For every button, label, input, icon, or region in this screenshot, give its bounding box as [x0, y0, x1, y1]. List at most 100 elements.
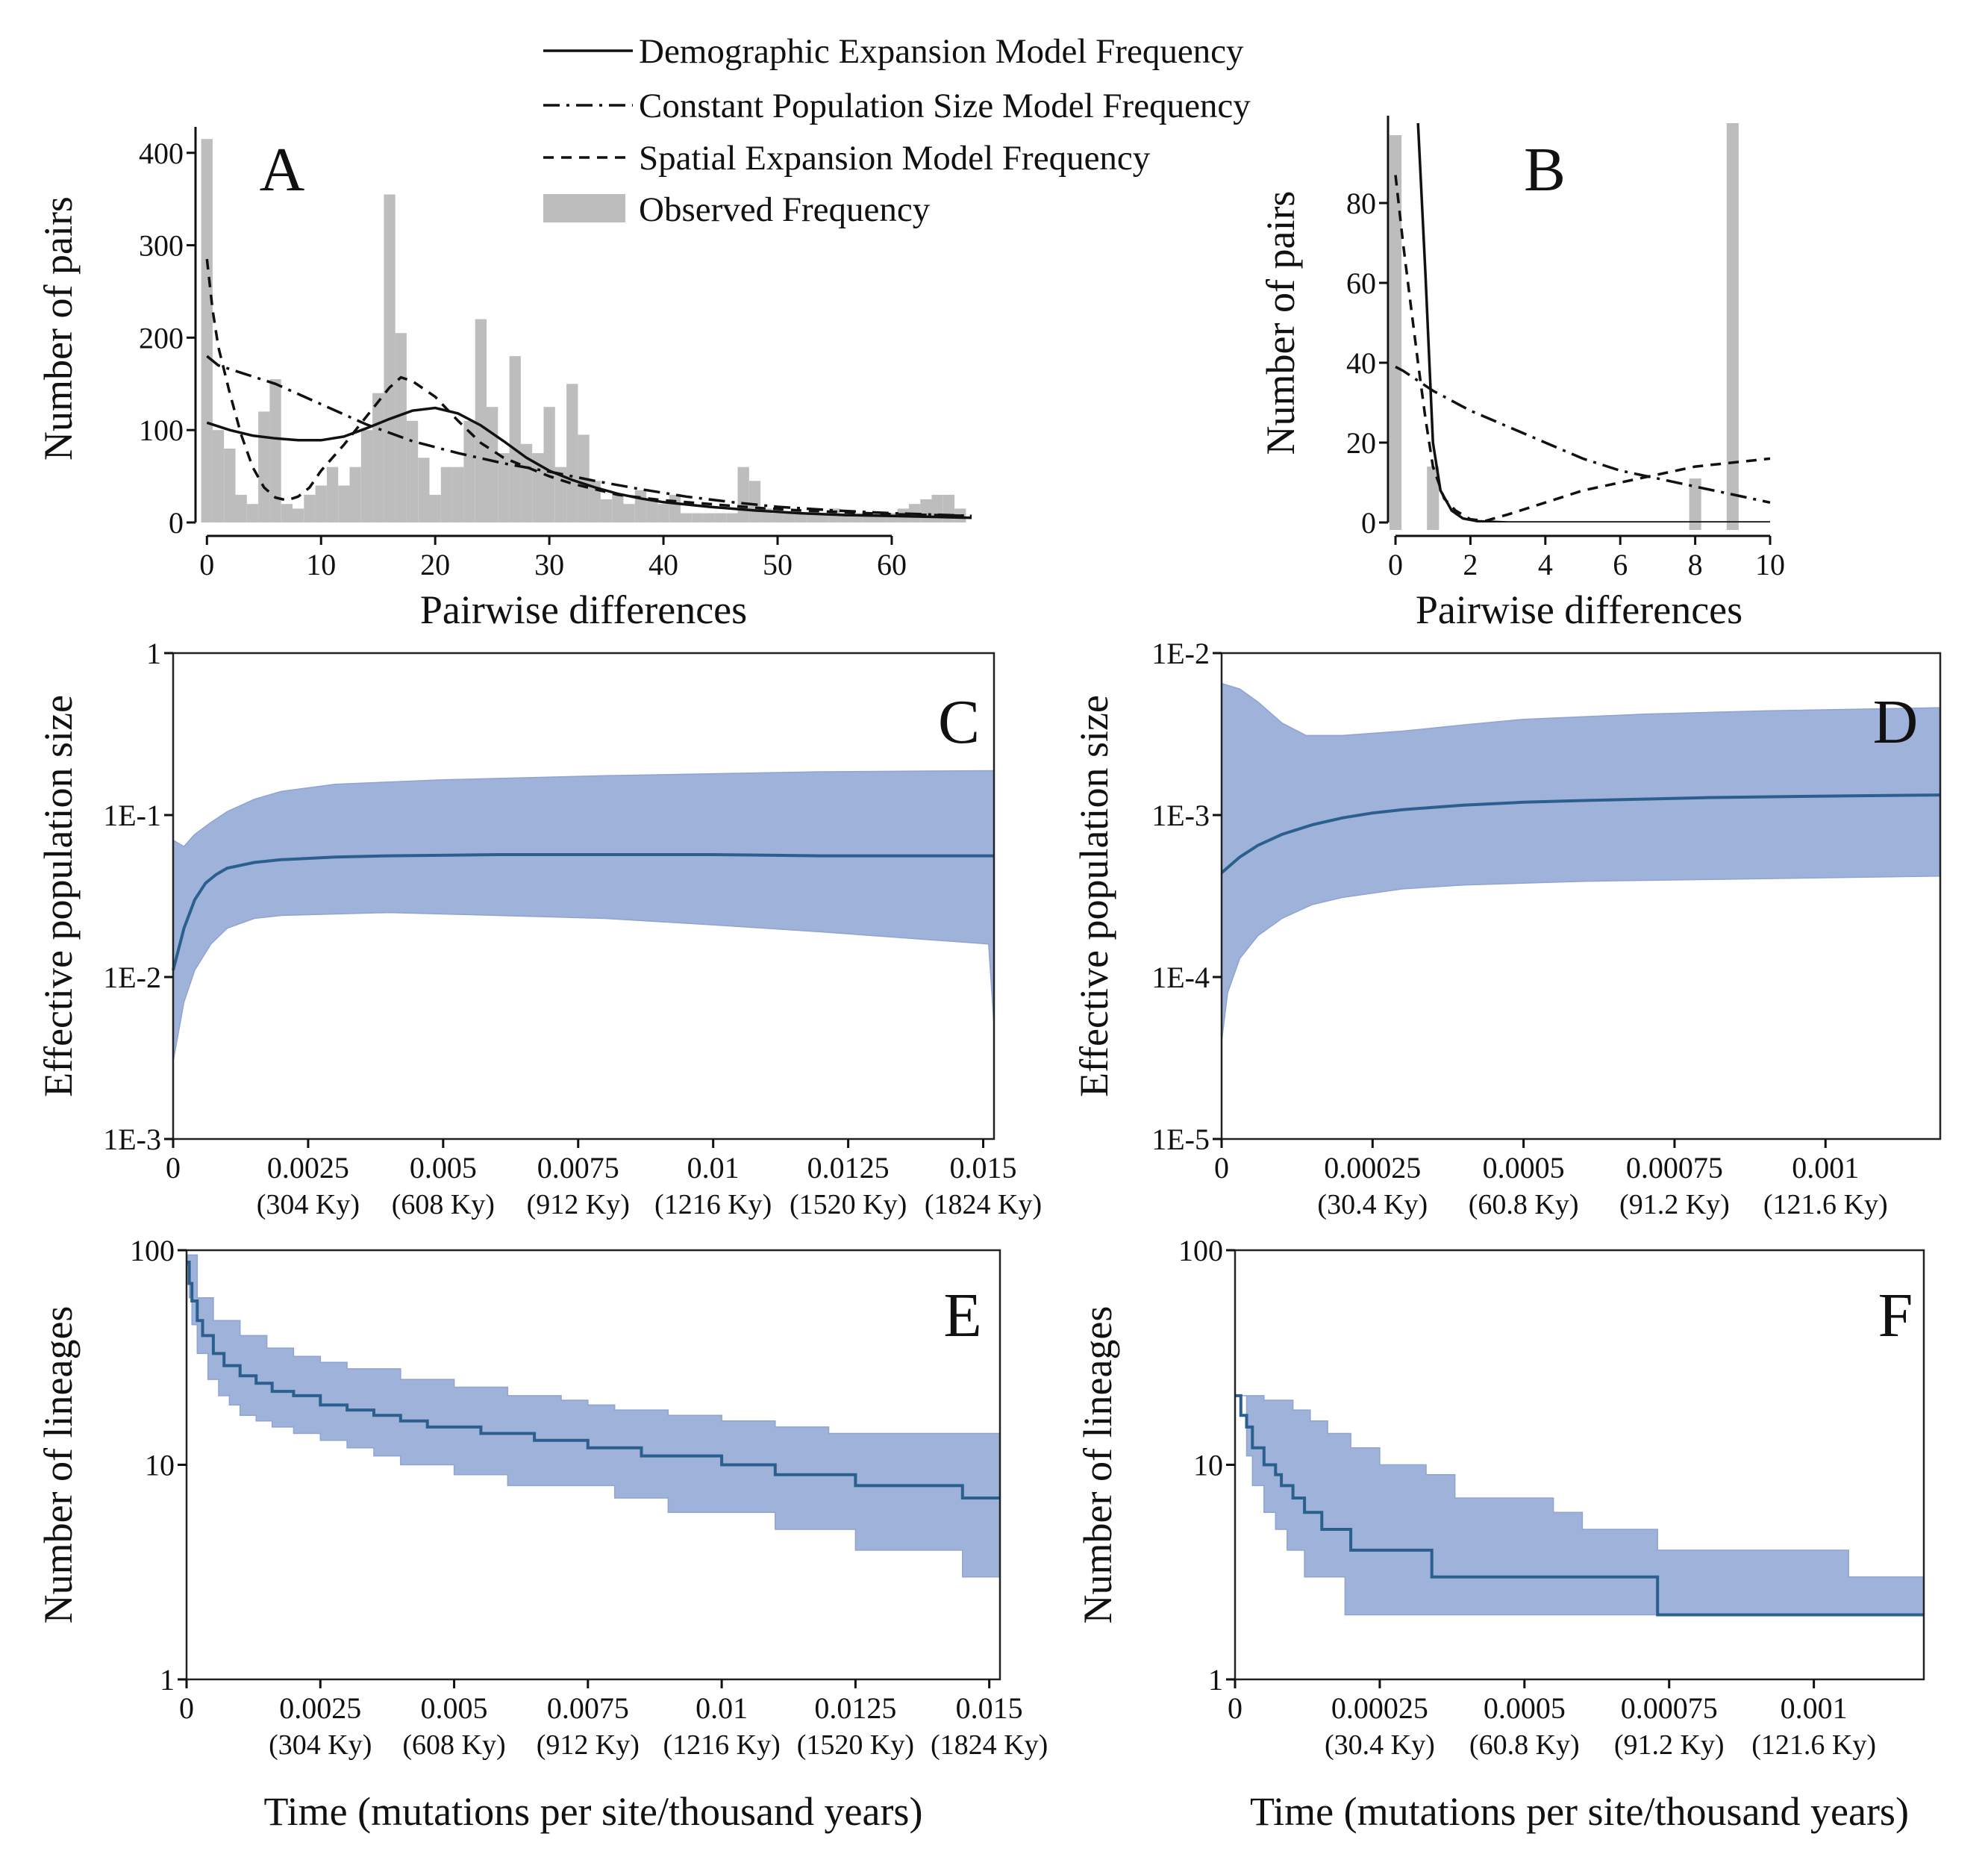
panel-c-x-tick-sublabel: (608 Ky): [392, 1189, 495, 1220]
panel-c-y-tick-label: 1: [146, 637, 161, 670]
panel-e-y-tick-label: 100: [130, 1234, 175, 1267]
panel-c-x-tick-sublabel: (912 Ky): [527, 1189, 630, 1220]
panel-a-x-tick-label: 50: [763, 548, 793, 581]
panel-c-confidence-band: [172, 770, 995, 1062]
panel-a-spatial-line: [205, 258, 972, 518]
panel-b-y-tick-label: 60: [1346, 266, 1376, 300]
panel-d-y-tick-label: 1E-5: [1151, 1123, 1210, 1156]
panel-f-x-tick-sublabel: (121.6 Ky): [1751, 1729, 1876, 1761]
legend-observed-label: Observed Frequency: [639, 190, 931, 229]
panel-e-y-axis-title: Number of lineages: [36, 1306, 81, 1624]
panel-b-y-axis-title: Number of pairs: [1258, 191, 1303, 455]
panel-c-y-axis-title: Effective population size: [36, 695, 81, 1097]
panel-e-confidence-band: [186, 1254, 1001, 1578]
panel-f-x-axis-title: Time (mutations per site/thousand years): [1250, 1789, 1909, 1834]
panel-b-x-axis-title: Pairwise differences: [1416, 587, 1742, 632]
panel-f-x-tick-sublabel: (60.8 Ky): [1469, 1729, 1580, 1761]
panel-a-x-tick-label: 60: [877, 548, 907, 581]
panel-a-x-tick-label: 10: [306, 548, 336, 581]
panel-e-y-tick-label: 10: [145, 1449, 175, 1482]
panel-a-observed-bar: [543, 407, 555, 522]
panel-e-x-tick-sublabel: (912 Ky): [537, 1729, 640, 1761]
panel-a-y-axis-title: Number of pairs: [36, 196, 81, 461]
panel-a-y-tick-label: 100: [139, 414, 184, 447]
panel-b-curves: [1394, 122, 1771, 522]
panel-c-y-tick-label: 1E-1: [103, 799, 161, 832]
panel-e-x-tick-label: 0.01: [696, 1691, 748, 1725]
panel-d-x-tick-label: 0.0005: [1483, 1151, 1565, 1185]
panel-e-x-tick-label: 0.015: [956, 1691, 1023, 1725]
panel-c-x-tick-label: 0.0075: [537, 1151, 619, 1185]
panel-c-median-line: [172, 853, 994, 971]
panel-a-observed-bar: [269, 379, 281, 522]
panel-a-x-tick-label: 30: [534, 548, 564, 581]
panel-f-median-line: [1235, 1394, 1924, 1617]
panel-b-constant-line: [1395, 365, 1771, 505]
panel-a-observed-bar: [440, 466, 453, 522]
panel-a-observed-bar: [475, 319, 487, 522]
panel-a-observed-bar: [224, 449, 236, 522]
panel-a-bars: [201, 139, 966, 522]
panel-a-observed-bar: [726, 513, 738, 522]
panel-d-x-tick-label: 0: [1214, 1151, 1229, 1185]
panel-a-observed-bar: [589, 481, 601, 522]
panel-e-x-tick-sublabel: (1824 Ky): [931, 1729, 1048, 1761]
panel-a-observed-bar: [703, 513, 715, 522]
panel-a-observed-bar: [372, 393, 384, 522]
panel-d-confidence-band: [1221, 682, 1941, 1042]
panel-a-observed-bar: [509, 356, 521, 522]
panel-a-observed-bar: [395, 333, 407, 522]
panel-c-y-tick-label: 1E-3: [103, 1123, 161, 1156]
panel-e-y-tick-label: 1: [160, 1663, 175, 1697]
panel-a-observed-bar: [293, 508, 304, 522]
panel-a-observed-bar: [452, 466, 464, 522]
panel-d-median-line: [1220, 793, 1941, 874]
panel-f-y-axis-title: Number of lineages: [1075, 1306, 1120, 1624]
panel-a-observed-bar: [281, 504, 293, 522]
panel-a-observed-bar: [623, 504, 635, 522]
panel-a-observed-bar: [634, 490, 647, 522]
panel-a-y-tick-label: 0: [169, 506, 184, 540]
panel-b-x-tick-label: 6: [1613, 548, 1628, 581]
panel-a: 0 100 200 300 400 0 10 20 30 40 50 60 Number of pair…: [36, 127, 972, 632]
panel-b-x-tick-label: 10: [1755, 548, 1785, 581]
panel-a-observed-bar: [806, 513, 818, 522]
panel-a-observed-bar: [384, 194, 396, 522]
panel-a-observed-bar: [737, 466, 749, 522]
panel-a-observed-bar: [406, 420, 419, 522]
panel-a-observed-bar: [418, 458, 430, 522]
panel-b-spatial-line: [1394, 175, 1771, 522]
panel-f-y-tick-label: 1: [1208, 1663, 1223, 1697]
panel-c-letter: C: [938, 687, 980, 757]
panel-a-constant-line: [206, 355, 972, 518]
panel-a-observed-bar: [794, 513, 807, 522]
panel-d-letter: D: [1873, 687, 1919, 757]
panel-e-x-tick-label: 0.0075: [547, 1691, 629, 1725]
panel-b-y-tick-label: 0: [1361, 506, 1376, 540]
panel-b-demographic-line: [1416, 122, 1770, 522]
panel-c-x-tick-label: 0.01: [687, 1151, 740, 1185]
legend-constant-label: Constant Population Size Model Frequency: [639, 87, 1251, 125]
panel-f-y-tick-label: 100: [1178, 1234, 1223, 1267]
legend-observed-swatch: [543, 194, 625, 222]
panel-a-observed-bar: [360, 430, 373, 522]
panel-a-y-tick-label: 200: [139, 321, 184, 355]
panel-a-observed-bar: [692, 513, 704, 522]
panel-d-x-tick-sublabel: (91.2 Ky): [1619, 1189, 1730, 1220]
panel-d-x-tick-label: 0.00075: [1626, 1151, 1723, 1185]
panel-b-bars: [1390, 123, 1739, 531]
panel-e-median-line: [187, 1261, 1000, 1500]
panel-a-x-tick-label: 0: [199, 548, 214, 581]
panel-a-letter: A: [260, 135, 305, 205]
panel-a-observed-bar: [748, 481, 761, 522]
panel-e-x-tick-sublabel: (1520 Ky): [797, 1729, 914, 1761]
panel-b-letter: B: [1524, 135, 1566, 205]
panel-c-x-tick-label: 0.015: [950, 1151, 1017, 1185]
panel-d-x-tick-sublabel: (30.4 Ky): [1317, 1189, 1428, 1220]
panel-a-demographic-line: [206, 406, 972, 519]
panel-c-x-tick-sublabel: (1520 Ky): [790, 1189, 907, 1220]
panel-a-observed-bar: [212, 430, 225, 522]
panel-a-observed-bar: [463, 420, 475, 522]
legend: Demographic Expansion Model Frequency Co…: [543, 32, 1251, 229]
